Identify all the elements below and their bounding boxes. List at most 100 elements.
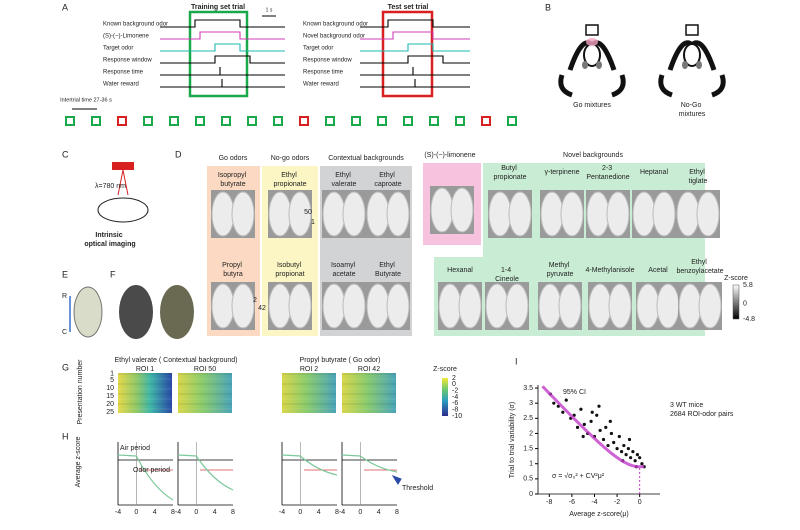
panel-letter: H (62, 431, 69, 441)
odor-port (585, 24, 599, 36)
trace (160, 19, 285, 28)
x-tick-label: -8 (546, 499, 552, 506)
group-title: (S)-(−)-limonene (424, 152, 475, 159)
brain-lobe (386, 191, 410, 237)
row-label: Response window (303, 58, 352, 64)
odor-label: Ethyl valerate (332, 172, 357, 188)
x-tick-label: -2 (614, 499, 620, 506)
odor-label: Methyl pyruvate (547, 262, 574, 278)
x-tick-label: 4 (213, 509, 217, 516)
trial-square (377, 116, 387, 126)
heatmap-row (342, 398, 396, 400)
odor-label: Isopropyl butyrate (218, 172, 248, 188)
trial-square (221, 116, 231, 126)
x-tick-label: 4 (153, 509, 157, 516)
brain-lobe (488, 191, 512, 237)
scatter-point (617, 434, 621, 439)
orientation-label: R (62, 293, 67, 300)
brain-lobe (560, 191, 584, 237)
roi-title: ROI 50 (194, 366, 216, 373)
colorbar-tick: -6 (452, 400, 458, 407)
brain-lobe (505, 283, 529, 329)
heatmap-row (342, 383, 396, 385)
heatmap-row (118, 373, 172, 375)
mouse-paw (558, 74, 573, 98)
trial-square (273, 116, 283, 126)
odor-label: Butyl propionate (493, 165, 526, 181)
heatmap-row (282, 383, 336, 385)
y-tick-label: 3 (529, 400, 533, 407)
scatter-point (626, 446, 630, 451)
heatmap-row (118, 398, 172, 400)
scatter-point (608, 419, 612, 423)
y-tick-label: 1 (110, 371, 114, 378)
panel-title: Propyl butyrate ( Go odor) (300, 357, 381, 364)
group-title: Novel backgrounds (563, 152, 623, 159)
scatter-point (595, 413, 599, 417)
trace (281, 454, 338, 476)
heatmap-row (178, 388, 232, 390)
threshold-label: Threshold (402, 485, 433, 492)
odor-label: Acetal (648, 267, 668, 274)
brain-lobe (608, 283, 632, 329)
heatmap-row (282, 398, 336, 400)
odor-label: Ethyl benzoylacetate (676, 259, 723, 275)
panel-letter: A (62, 2, 68, 12)
odor-label: Isoamyl acetate (331, 262, 357, 278)
scatter-point (622, 443, 626, 448)
axis-title: Presentation number (77, 359, 84, 425)
brain-lobe (540, 191, 564, 237)
roi-label: 2 (253, 297, 257, 304)
scatter-point (601, 437, 606, 442)
row-label: Response time (303, 70, 344, 76)
heatmap-row (178, 373, 232, 375)
roi-title: ROI 42 (358, 366, 380, 373)
heatmap (178, 373, 232, 413)
brain-lobe (438, 283, 462, 329)
heatmap-row (178, 383, 232, 385)
scatter-point (581, 434, 585, 439)
heatmap-row (178, 393, 232, 395)
heatmap-row (342, 393, 396, 395)
brain-lobe (588, 283, 612, 329)
colorbar-tick: 0 (452, 381, 456, 388)
wavelength-label: λ=780 nm (95, 183, 126, 190)
odor-label: 1-4 Cineole (495, 267, 519, 283)
y-tick-label: 0 (529, 491, 533, 498)
heatmap-row (282, 378, 336, 380)
annotation: 2684 ROI-odor pairs (670, 411, 734, 418)
group-title: Go odors (219, 155, 248, 162)
colorbar-tick: -4.8 (743, 316, 755, 323)
scatter-point (615, 446, 619, 451)
brain-lobe (366, 191, 390, 237)
intertrial-label: Intertrial time 27-36 s (60, 97, 112, 103)
laser-beam (122, 169, 129, 196)
brain-lobe (386, 283, 410, 329)
panel-title: Ethyl valerate ( Contextual background) (115, 357, 238, 364)
mouse-paw (611, 74, 626, 98)
x-tick-label: -4 (279, 509, 285, 516)
group-title: No-go odors (271, 155, 310, 162)
fit-curve (541, 385, 645, 469)
colorbar-title: Z-score (433, 366, 457, 373)
roi-label: 50 (304, 209, 312, 216)
trace (360, 31, 470, 40)
row-label: Known background odor (303, 22, 368, 28)
brain-lobe (231, 191, 255, 237)
roi-label: 1 (311, 219, 315, 226)
scatter-point (579, 407, 583, 411)
scatter-point (612, 440, 616, 445)
trace (177, 454, 234, 491)
scatter-point (631, 450, 635, 454)
brain-lobe (558, 283, 582, 329)
y-tick-label: 1.5 (523, 445, 533, 452)
brain-lobe (430, 187, 454, 233)
brain-lobe (485, 283, 509, 329)
caption: Intrinsic optical imaging (84, 232, 135, 248)
y-tick-label: 5 (110, 377, 114, 384)
trial-square (403, 116, 413, 126)
odor-label: Hexanal (447, 267, 473, 274)
row-label: Target odor (303, 46, 333, 52)
panel-letter: E (62, 269, 68, 279)
odor-label: Isobutyl propionat (275, 262, 304, 278)
